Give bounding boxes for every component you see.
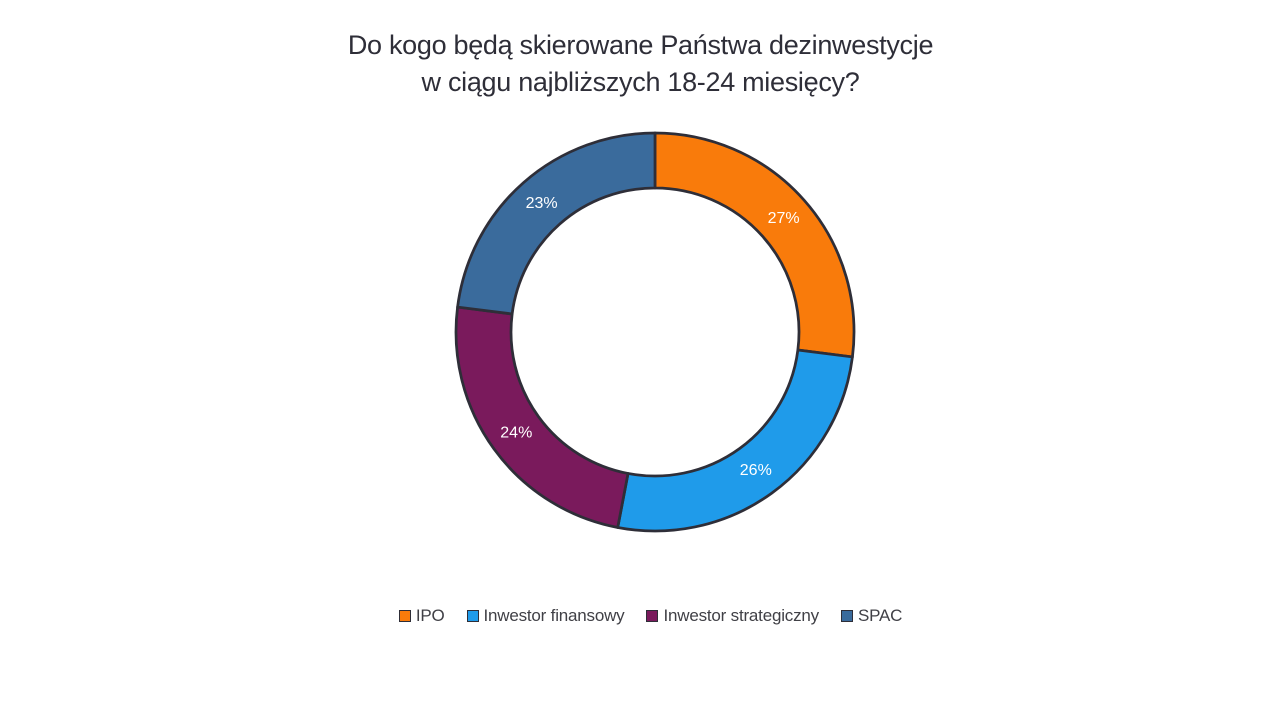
legend-label-spac: SPAC bbox=[857, 606, 903, 625]
chart-title-line1: Do kogo będą skierowane Państwa dezinwes… bbox=[347, 30, 934, 60]
segment-label-spac: 23% bbox=[526, 195, 558, 212]
legend-swatch-spac bbox=[840, 610, 853, 622]
legend-swatch-ipo bbox=[398, 610, 411, 622]
legend-swatch-inwestor-strategiczny bbox=[646, 610, 659, 622]
segment-label-ipo: 27% bbox=[768, 210, 800, 227]
donut-segment-ipo bbox=[653, 131, 856, 359]
legend-label-inwestor-strategiczny: Inwestor strategiczny bbox=[663, 606, 819, 625]
segment-label-inwestor-strategiczny: 24% bbox=[500, 424, 532, 441]
legend-item-spac: SPAC bbox=[840, 606, 903, 626]
chart-title-line2: w ciągu najbliższych 18-24 miesięcy? bbox=[421, 67, 860, 97]
donut-segment-spac bbox=[456, 131, 657, 316]
legend-item-inwestor-strategiczny: Inwestor strategiczny bbox=[646, 606, 819, 626]
legend-swatch-inwestor-finansowy bbox=[466, 610, 479, 622]
segment-label-inwestor-finansowy: 26% bbox=[740, 462, 772, 479]
legend-item-ipo: IPO bbox=[398, 606, 445, 626]
chart-legend: IPO Inwestor finansowy Inwestor strategicz… bbox=[10, 606, 1281, 626]
chart-title: Do kogo będą skierowane Państwa dezinwes… bbox=[0, 27, 1281, 101]
legend-item-inwestor-finansowy: Inwestor finansowy bbox=[466, 606, 625, 626]
donut-segment-inwestor-strategiczny bbox=[454, 305, 630, 529]
donut-segment-inwestor-finansowy bbox=[616, 348, 854, 533]
legend-label-inwestor-finansowy: Inwestor finansowy bbox=[483, 606, 625, 625]
legend-label-ipo: IPO bbox=[415, 606, 445, 625]
